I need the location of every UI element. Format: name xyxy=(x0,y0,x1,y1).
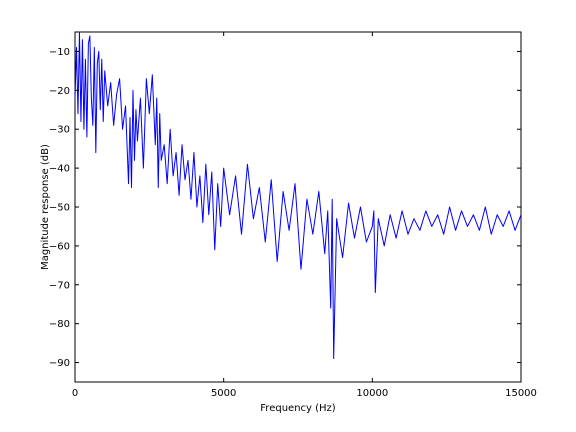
plot-area: 0 5000 10000 15000 −90 −80 −70 −60 −50 −40 −30 −20… xyxy=(49,31,537,399)
series-line-0 xyxy=(74,31,522,360)
series-group xyxy=(74,31,522,360)
x-tick-label: 10000 xyxy=(356,388,388,399)
y-tick-label: −60 xyxy=(49,241,70,252)
y-tick-label: −90 xyxy=(49,358,70,369)
y-tick-label: −40 xyxy=(49,164,70,175)
x-tick-label: 5000 xyxy=(211,388,236,399)
x-tick-label: 15000 xyxy=(505,388,537,399)
x-axis-ticks: 0 5000 10000 15000 xyxy=(72,32,537,399)
y-axis-ticks: −90 −80 −70 −60 −50 −40 −30 −20 −10 xyxy=(49,47,521,369)
y-axis-label: Magnitude response (dB) xyxy=(40,144,51,270)
x-tick-label: 0 xyxy=(72,388,78,399)
y-tick-label: −80 xyxy=(49,319,70,330)
y-tick-label: −50 xyxy=(49,203,70,214)
x-axis-label: Frequency (Hz) xyxy=(260,403,336,414)
y-tick-label: −20 xyxy=(49,86,70,97)
y-tick-label: −10 xyxy=(49,47,70,58)
y-tick-label: −30 xyxy=(49,125,70,136)
y-tick-label: −70 xyxy=(49,280,70,291)
plot-frame xyxy=(74,31,522,383)
